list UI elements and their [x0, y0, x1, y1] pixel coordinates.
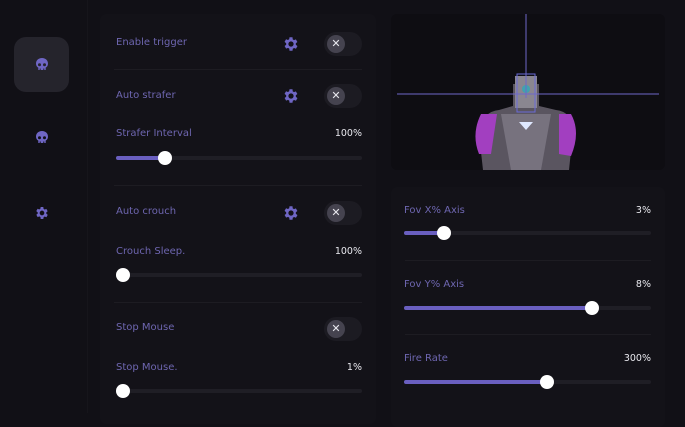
auto-crouch-label: Auto crouch [116, 206, 177, 217]
strafer-interval-row: Strafer Interval 100% [116, 128, 362, 168]
sidebar-item-aim[interactable] [14, 37, 69, 92]
robot-target-preview [397, 14, 659, 170]
close-icon: ✕ [327, 204, 345, 222]
enable-trigger-label: Enable trigger [116, 37, 188, 48]
stop-mouse-slider[interactable] [116, 384, 362, 398]
close-icon: ✕ [327, 35, 345, 53]
gear-icon[interactable] [282, 204, 300, 222]
left-settings-panel: Enable trigger ✕ Auto strafer ✕ Strafer … [100, 14, 376, 424]
crouch-sleep-value: 100% [334, 246, 362, 257]
slider-thumb[interactable] [116, 268, 130, 282]
sidebar-item-trigger[interactable] [14, 110, 69, 165]
auto-strafer-label: Auto strafer [116, 90, 176, 101]
stop-mouse-toggle[interactable]: ✕ [324, 317, 362, 341]
fov-x-slider[interactable] [404, 226, 651, 240]
enable-trigger-toggle[interactable]: ✕ [324, 32, 362, 56]
slider-thumb[interactable] [158, 151, 173, 165]
right-settings-panel: Fov X% Axis 3% Fov Y% Axis 8% Fire Rate … [391, 187, 665, 427]
slider-fill [116, 156, 166, 160]
slider-fill [404, 306, 592, 310]
divider [114, 302, 362, 303]
fov-y-label: Fov Y% Axis [404, 279, 465, 290]
skull-icon [34, 130, 50, 146]
skull-icon [34, 57, 50, 73]
divider [114, 69, 362, 70]
crouch-sleep-slider[interactable] [116, 268, 362, 282]
close-icon: ✕ [327, 87, 345, 105]
strafer-interval-value: 100% [334, 128, 362, 139]
fov-y-slider[interactable] [404, 301, 651, 315]
gear-icon[interactable] [282, 87, 300, 105]
gear-icon[interactable] [282, 35, 300, 53]
fire-rate-slider[interactable] [404, 375, 651, 389]
stop-mouse-slider-label: Stop Mouse. [116, 362, 178, 373]
stop-mouse-slider-value: 1% [346, 362, 362, 373]
fov-y-value: 8% [635, 279, 651, 290]
slider-fill [404, 231, 444, 235]
slider-thumb[interactable] [584, 301, 599, 315]
fov-y-row: Fov Y% Axis 8% [404, 279, 651, 319]
auto-strafer-row: Auto strafer ✕ [116, 84, 362, 108]
fire-rate-row: Fire Rate 300% [404, 353, 651, 393]
gear-icon [34, 205, 50, 221]
stop-mouse-row: Stop Mouse ✕ [116, 317, 362, 341]
stop-mouse-slider-row: Stop Mouse. 1% [116, 362, 362, 402]
target-preview [391, 14, 665, 170]
fire-rate-label: Fire Rate [404, 353, 448, 364]
fov-x-value: 3% [635, 205, 651, 216]
crouch-sleep-row: Crouch Sleep. 100% [116, 246, 362, 286]
strafer-interval-slider[interactable] [116, 151, 362, 165]
divider [114, 185, 362, 186]
slider-fill [404, 380, 548, 384]
enable-trigger-row: Enable trigger ✕ [116, 32, 362, 56]
fov-x-label: Fov X% Axis [404, 205, 465, 216]
fire-rate-value: 300% [623, 353, 651, 364]
fov-x-row: Fov X% Axis 3% [404, 205, 651, 245]
sidebar [0, 0, 88, 413]
slider-thumb[interactable] [436, 226, 451, 240]
divider [405, 334, 651, 335]
sidebar-item-settings[interactable] [14, 185, 69, 240]
divider [405, 260, 651, 261]
slider-thumb[interactable] [116, 384, 130, 398]
stop-mouse-label: Stop Mouse [116, 322, 175, 333]
slider-thumb[interactable] [540, 375, 555, 389]
auto-crouch-toggle[interactable]: ✕ [324, 201, 362, 225]
strafer-interval-label: Strafer Interval [116, 128, 192, 139]
auto-crouch-row: Auto crouch ✕ [116, 201, 362, 225]
close-icon: ✕ [327, 320, 345, 338]
crouch-sleep-label: Crouch Sleep. [116, 246, 186, 257]
auto-strafer-toggle[interactable]: ✕ [324, 84, 362, 108]
